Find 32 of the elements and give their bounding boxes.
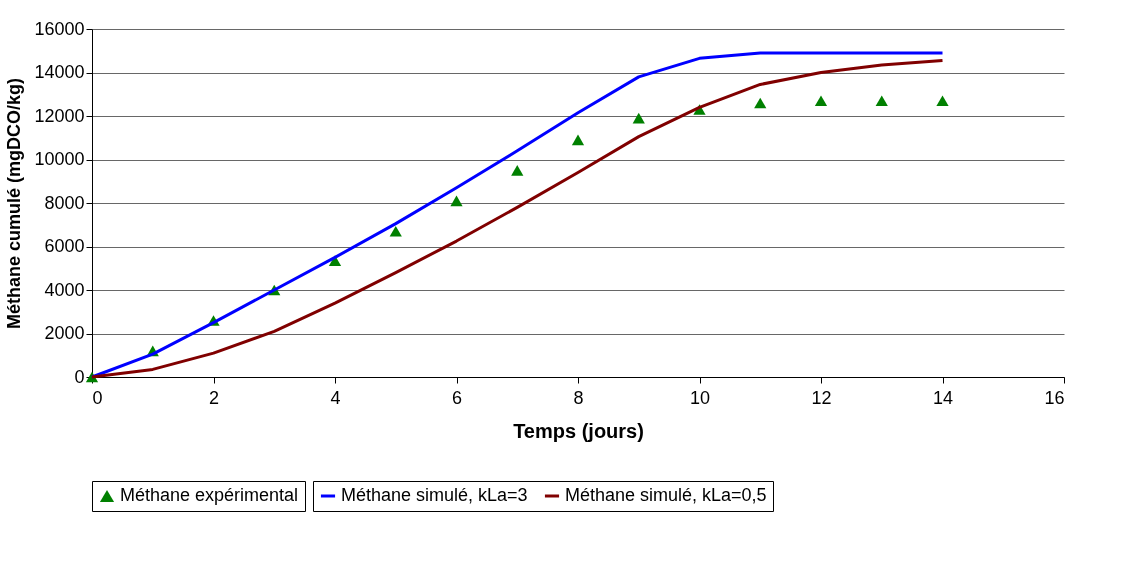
x-tick-label: 4	[330, 387, 341, 408]
x-tick-label: 16	[1044, 387, 1065, 408]
x-tick-label: 14	[932, 387, 954, 408]
point	[875, 95, 888, 107]
x-axis-title: Temps (jours)	[513, 419, 644, 442]
legend-label: Méthane expérimental	[120, 485, 299, 505]
y-tick-label: 14000	[34, 62, 85, 82]
point	[389, 225, 402, 237]
x-tick-label: 6	[451, 387, 463, 408]
y-axis-title: Méthane cumulé (mgDCO/kg)	[4, 77, 25, 330]
y-tick-label: 8000	[44, 192, 85, 213]
y-tick-label: 6000	[44, 236, 85, 256]
x-tick-label: 8	[573, 387, 584, 408]
x-tick-label: 2	[208, 387, 220, 408]
point	[571, 134, 585, 146]
point	[511, 165, 524, 176]
x-tick-label: 10	[689, 387, 711, 408]
y-tick-label: 16000	[34, 18, 85, 39]
point	[936, 95, 949, 107]
y-tick-label: 0	[74, 366, 85, 387]
y-tick-label: 12000	[34, 105, 85, 126]
y-tick-label: 10000	[34, 149, 85, 169]
x-tick-label: 12	[811, 387, 832, 408]
point	[450, 195, 463, 207]
legend-label: Méthane simulé, kLa=3	[341, 485, 528, 505]
point	[632, 112, 645, 124]
legend-label: Méthane simulé, kLa=0,5	[565, 485, 767, 505]
point	[754, 97, 767, 109]
y-tick-label: 2000	[44, 323, 85, 343]
point	[814, 95, 828, 107]
x-tick-label: 0	[92, 387, 103, 408]
y-tick-label: 4000	[44, 279, 85, 300]
